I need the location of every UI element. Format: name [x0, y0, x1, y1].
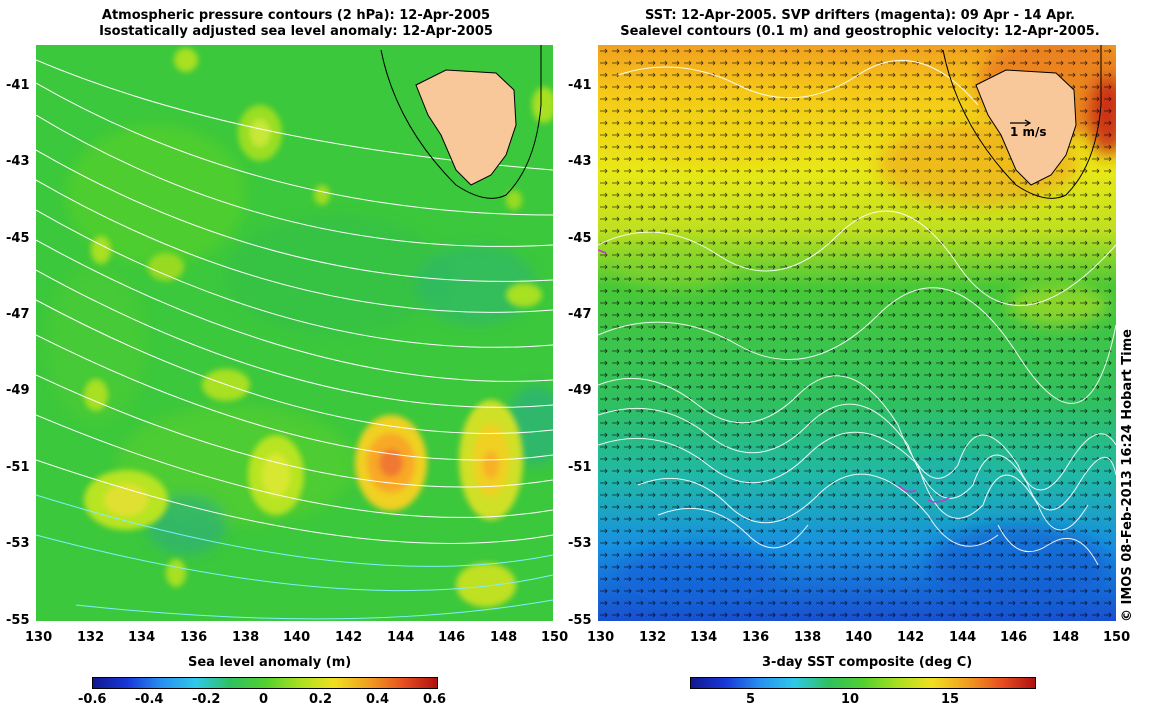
lat-tick: -43	[568, 154, 592, 169]
velocity-key-label: 1 m/s	[1010, 125, 1047, 139]
sla-colorbar-tick: -0.4	[135, 692, 164, 707]
svp-drifters	[598, 249, 951, 503]
right-title-line1: SST: 12-Apr-2005. SVP drifters (magenta)…	[645, 8, 1075, 23]
lon-tick: 150	[1103, 630, 1131, 645]
left-title-line1: Atmospheric pressure contours (2 hPa): 1…	[101, 8, 491, 23]
sla-colorbar-tick: 0.4	[366, 692, 390, 707]
lat-tick: -55	[568, 613, 592, 628]
sla-colorbar-tick: 0.6	[423, 692, 447, 707]
left-title-line2: Isostatically adjusted sea level anomaly…	[99, 24, 493, 39]
sst-colorbar	[690, 677, 1036, 689]
sea-level-anomaly-map	[36, 45, 553, 621]
tasmania-land	[975, 69, 1077, 186]
sla-colorbar-tick: 0.2	[309, 692, 333, 707]
lat-tick: -41	[6, 78, 30, 93]
imos-credit: © IMOS 08-Feb-2013 16:24 Hobart Time	[1120, 329, 1135, 622]
sst-colorbar-tick: 5	[746, 692, 756, 707]
sla-map-svg	[36, 45, 553, 621]
lon-tick: 140	[283, 630, 311, 645]
lon-tick: 132	[639, 630, 667, 645]
pressure-contours-cyan	[36, 494, 553, 620]
lat-tick: -41	[568, 78, 592, 93]
lon-tick: 148	[490, 630, 518, 645]
lon-tick: 150	[541, 630, 569, 645]
lat-tick: -51	[6, 460, 30, 475]
lat-tick: -45	[568, 231, 592, 246]
lat-tick: -51	[568, 460, 592, 475]
lat-tick: -49	[568, 383, 592, 398]
lat-tick: -47	[568, 307, 592, 322]
lat-tick: -53	[6, 536, 30, 551]
velocity-key	[1010, 119, 1032, 127]
lat-tick: -45	[6, 231, 30, 246]
lon-tick: 148	[1052, 630, 1080, 645]
velocity-key-arrow-icon	[1010, 119, 1032, 127]
sla-colorbar-label: Sea level anomaly (m)	[188, 655, 352, 670]
lon-tick: 142	[335, 630, 363, 645]
sla-colorbar-tick: -0.6	[78, 692, 107, 707]
right-title-line2: Sealevel contours (0.1 m) and geostrophi…	[620, 24, 1100, 39]
coastline-contour	[380, 45, 542, 199]
lon-tick: 136	[742, 630, 770, 645]
lon-tick: 144	[949, 630, 977, 645]
sst-map: 1 m/s	[598, 45, 1116, 621]
lon-tick: 140	[845, 630, 873, 645]
lon-tick: 146	[1000, 630, 1028, 645]
sla-colorbar-tick: 0	[259, 692, 269, 707]
lon-tick: 138	[794, 630, 822, 645]
lon-tick: 134	[128, 630, 156, 645]
lat-tick: -55	[6, 613, 30, 628]
sst-colorbar-tick: 15	[941, 692, 960, 707]
lat-tick: -49	[6, 383, 30, 398]
sst-colorbar-tick: 10	[841, 692, 860, 707]
coastline-contour	[942, 45, 1102, 199]
lon-tick: 130	[587, 630, 615, 645]
lat-tick: -47	[6, 307, 30, 322]
lon-tick: 132	[77, 630, 105, 645]
tasmania-land	[415, 69, 517, 186]
lat-tick: -53	[568, 536, 592, 551]
sla-colorbar-tick: -0.2	[192, 692, 221, 707]
lon-tick: 134	[690, 630, 718, 645]
lon-tick: 130	[25, 630, 53, 645]
lon-tick: 146	[438, 630, 466, 645]
pressure-contours	[36, 59, 553, 544]
lon-tick: 144	[387, 630, 415, 645]
lat-tick: -43	[6, 154, 30, 169]
lon-tick: 136	[180, 630, 208, 645]
lon-tick: 138	[232, 630, 260, 645]
right-title: SST: 12-Apr-2005. SVP drifters (magenta)…	[590, 8, 1130, 40]
sealevel-contours	[598, 60, 1116, 566]
sst-map-svg	[598, 45, 1116, 621]
sst-colorbar-label: 3-day SST composite (deg C)	[762, 655, 973, 670]
sla-colorbar	[92, 677, 438, 689]
left-title: Atmospheric pressure contours (2 hPa): 1…	[36, 8, 556, 40]
lon-tick: 142	[897, 630, 925, 645]
